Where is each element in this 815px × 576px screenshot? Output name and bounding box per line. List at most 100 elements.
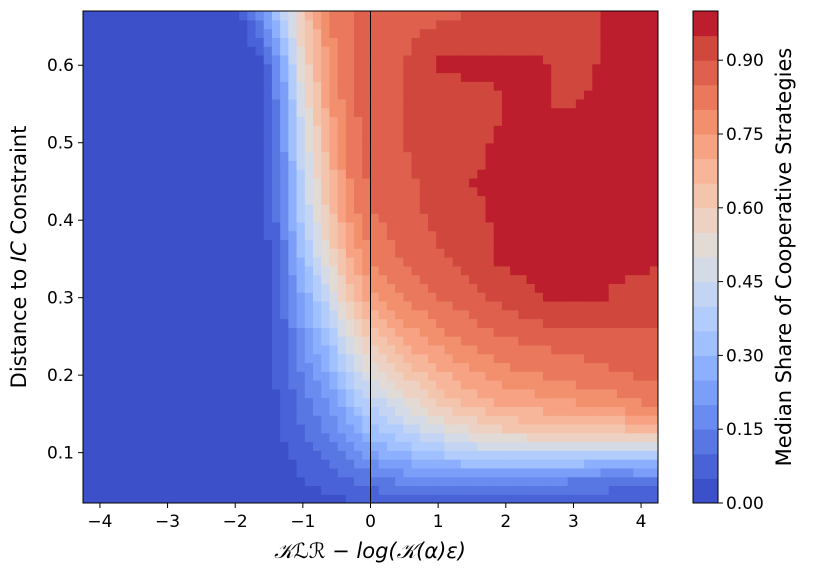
contour-cell bbox=[567, 467, 577, 478]
contour-cell bbox=[214, 72, 224, 82]
contour-cell bbox=[436, 485, 446, 495]
contour-cell bbox=[428, 336, 437, 346]
contour-cell bbox=[378, 221, 388, 232]
contour-cell bbox=[493, 300, 503, 311]
contour-cell bbox=[386, 142, 396, 153]
contour-cell bbox=[386, 406, 396, 416]
contour-cell bbox=[280, 90, 289, 100]
contour-cell bbox=[411, 116, 421, 126]
contour-cell bbox=[386, 415, 396, 425]
contour-cell bbox=[247, 63, 257, 74]
contour-cell bbox=[222, 230, 232, 241]
contour-cell bbox=[616, 485, 626, 495]
contour-cell bbox=[411, 125, 421, 135]
contour-cell bbox=[156, 300, 166, 311]
contour-cell bbox=[386, 450, 396, 460]
contour-cell bbox=[641, 160, 651, 170]
contour-cell bbox=[140, 142, 150, 153]
contour-cell bbox=[378, 63, 388, 74]
contour-cell bbox=[255, 309, 265, 320]
contour-cell bbox=[181, 134, 191, 144]
contour-cell bbox=[140, 151, 150, 161]
contour-cell bbox=[345, 432, 355, 443]
contour-cell bbox=[124, 300, 133, 311]
contour-cell bbox=[362, 494, 372, 503]
contour-cell bbox=[329, 46, 339, 56]
contour-cell bbox=[345, 283, 355, 293]
contour-cell bbox=[247, 336, 257, 346]
contour-cell bbox=[551, 485, 561, 495]
contour-cell bbox=[140, 54, 150, 65]
contour-cell bbox=[181, 98, 191, 109]
contour-cell bbox=[477, 81, 487, 91]
contour-cell bbox=[198, 336, 207, 346]
contour-cell bbox=[641, 213, 651, 223]
contour-cell bbox=[115, 283, 125, 293]
contour-cell bbox=[575, 230, 585, 241]
contour-cell bbox=[469, 54, 478, 65]
contour-cell bbox=[198, 423, 207, 434]
contour-cell bbox=[575, 362, 585, 372]
contour-cell bbox=[222, 151, 232, 161]
contour-cell bbox=[600, 11, 610, 21]
contour-cell bbox=[600, 292, 610, 302]
contour-cell bbox=[345, 239, 355, 249]
contour-cell bbox=[173, 239, 183, 249]
contour-cell bbox=[181, 450, 191, 460]
contour-cell bbox=[625, 11, 634, 21]
contour-cell bbox=[124, 213, 133, 223]
contour-cell bbox=[263, 195, 273, 205]
contour-cell bbox=[452, 142, 462, 153]
contour-cell bbox=[395, 81, 404, 91]
contour-cell bbox=[181, 72, 191, 82]
contour-cell bbox=[649, 432, 658, 443]
contour-cell bbox=[575, 388, 585, 399]
contour-cell bbox=[649, 274, 658, 284]
contour-cell bbox=[625, 344, 634, 355]
contour-cell bbox=[313, 11, 322, 21]
contour-cell bbox=[567, 318, 577, 328]
contour-cell bbox=[321, 415, 331, 425]
contour-cell bbox=[247, 54, 257, 65]
contour-cell bbox=[148, 37, 158, 47]
contour-cell bbox=[534, 388, 544, 399]
contour-cell bbox=[247, 125, 257, 135]
contour-cell bbox=[288, 72, 298, 82]
contour-cell bbox=[428, 90, 437, 100]
contour-cell bbox=[198, 98, 207, 109]
contour-cell bbox=[386, 204, 396, 214]
contour-cell bbox=[115, 415, 125, 425]
contour-cell bbox=[329, 19, 339, 30]
contour-cell bbox=[534, 362, 544, 372]
contour-cell bbox=[263, 186, 273, 197]
contour-cell bbox=[148, 476, 158, 487]
contour-cell bbox=[329, 459, 339, 469]
contour-cell bbox=[91, 423, 101, 434]
contour-cell bbox=[543, 292, 552, 302]
contour-cell bbox=[551, 292, 561, 302]
contour-cell bbox=[271, 134, 281, 144]
contour-cell bbox=[411, 423, 421, 434]
contour-cell bbox=[616, 441, 626, 451]
contour-cell bbox=[518, 160, 528, 170]
contour-cell bbox=[518, 353, 528, 364]
y-tick-label: 0.5 bbox=[47, 134, 74, 154]
contour-cell bbox=[641, 11, 651, 21]
contour-cell bbox=[132, 415, 142, 425]
contour-cell bbox=[584, 63, 593, 74]
contour-cell bbox=[551, 204, 561, 214]
contour-cell bbox=[616, 37, 626, 47]
contour-cell bbox=[477, 19, 487, 30]
contour-cell bbox=[477, 90, 487, 100]
contour-cell bbox=[288, 81, 298, 91]
contour-cell bbox=[518, 432, 528, 443]
contour-cell bbox=[124, 125, 133, 135]
contour-cell bbox=[477, 336, 487, 346]
contour-cell bbox=[584, 213, 593, 223]
contour-cell bbox=[518, 107, 528, 118]
contour-cell bbox=[124, 204, 133, 214]
contour-cell bbox=[419, 318, 429, 328]
contour-cell bbox=[428, 195, 437, 205]
contour-cell bbox=[222, 142, 232, 153]
contour-cell bbox=[222, 11, 232, 21]
